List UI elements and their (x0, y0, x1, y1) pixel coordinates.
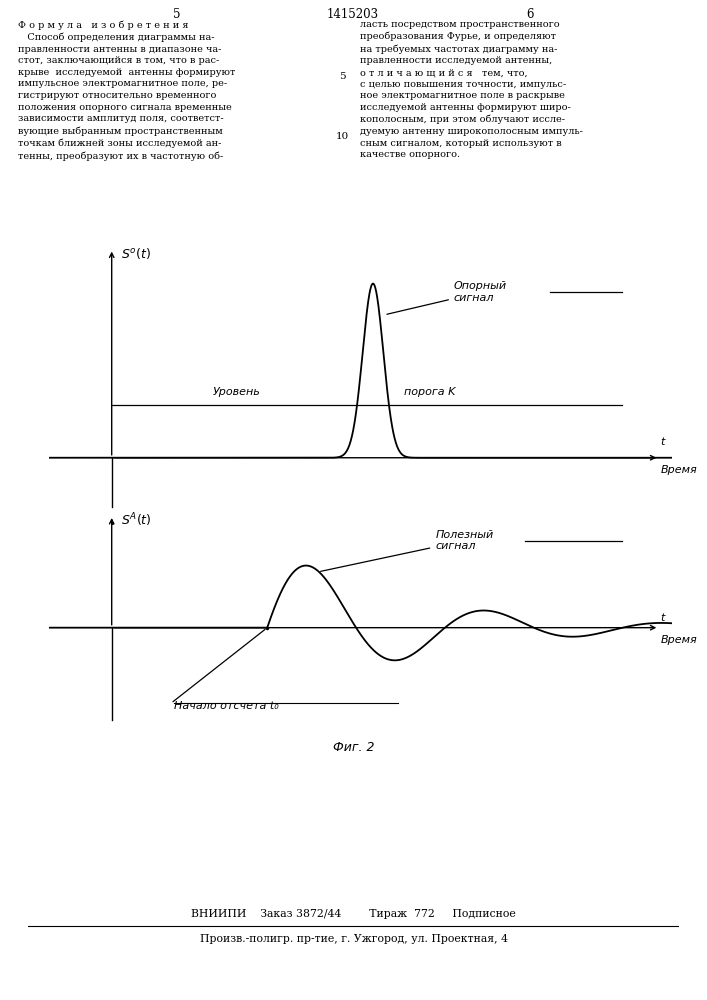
Text: Опорный
сигнал: Опорный сигнал (387, 281, 507, 314)
Text: 1415203: 1415203 (327, 8, 379, 21)
Text: $S^o(t)$: $S^o(t)$ (121, 246, 151, 261)
Text: ласть посредством пространственного
преобразования Фурье, и определяют
на требуе: ласть посредством пространственного прео… (360, 20, 583, 159)
Text: 6: 6 (526, 8, 534, 21)
Text: t: t (660, 437, 665, 447)
Text: Уровень: Уровень (212, 387, 260, 397)
Text: Время: Время (660, 635, 697, 645)
Text: 5: 5 (173, 8, 181, 21)
Text: Полезный
сигнал: Полезный сигнал (320, 530, 493, 571)
Text: ВНИИПИ    Заказ 3872/44        Тираж  772     Подписное: ВНИИПИ Заказ 3872/44 Тираж 772 Подписное (191, 909, 516, 919)
Text: t: t (660, 613, 665, 623)
Text: 5: 5 (339, 72, 345, 81)
Text: 10: 10 (335, 132, 349, 141)
Text: Начало отсчета t₀: Начало отсчета t₀ (174, 701, 279, 711)
Text: Произв.-полигр. пр-тие, г. Ужгород, ул. Проектная, 4: Произв.-полигр. пр-тие, г. Ужгород, ул. … (199, 934, 508, 944)
Text: Ф о р м у л а   и з о б р е т е н и я
   Способ определения диаграммы на-
правле: Ф о р м у л а и з о б р е т е н и я Спос… (18, 20, 235, 161)
Text: Время: Время (660, 465, 697, 475)
Text: порога K: порога K (404, 387, 455, 397)
Text: Фиг. 2: Фиг. 2 (333, 741, 374, 754)
Text: $S^A(t)$: $S^A(t)$ (121, 511, 152, 529)
